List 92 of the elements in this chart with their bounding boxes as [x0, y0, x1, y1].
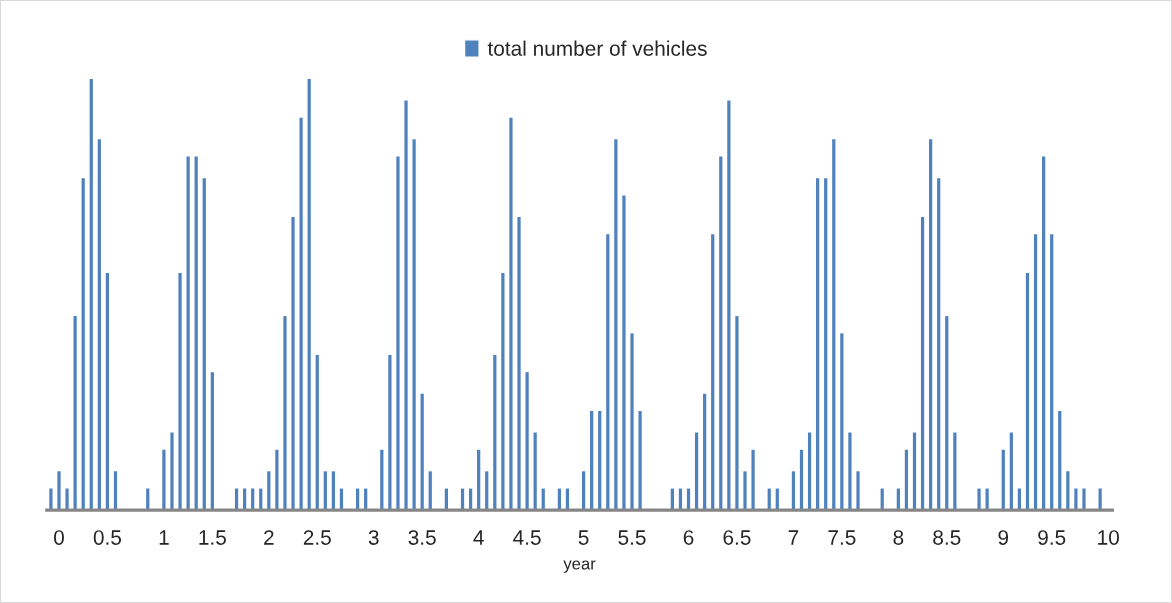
- x-tick-label: 5: [578, 530, 589, 545]
- x-tick-label: 3: [368, 530, 379, 545]
- bar: [840, 333, 844, 511]
- bar: [178, 273, 182, 511]
- bar: [630, 333, 634, 511]
- bar: [807, 432, 812, 511]
- x-tick-label: 10: [1098, 530, 1119, 545]
- bar: [598, 410, 602, 511]
- x-tick-label: 3.5: [408, 530, 436, 545]
- x-tick-label: 9.5: [1038, 530, 1066, 545]
- x-tick-label: 6.5: [723, 530, 751, 545]
- bar: [291, 216, 295, 511]
- bar: [977, 488, 981, 511]
- bar: [81, 178, 85, 511]
- x-tick-label: 1.5: [199, 530, 226, 545]
- bar: [49, 488, 53, 511]
- bar: [1050, 234, 1054, 511]
- bar: [283, 316, 287, 511]
- bar: [1058, 410, 1062, 511]
- bar: [929, 139, 933, 511]
- bar: [170, 432, 174, 511]
- bar: [105, 273, 110, 511]
- bar: [711, 234, 715, 511]
- bar: [202, 178, 206, 511]
- bar: [638, 410, 642, 511]
- bar: [396, 156, 400, 511]
- x-axis-title: year: [563, 560, 596, 573]
- bar: [57, 471, 61, 511]
- bar: [832, 139, 836, 511]
- bar: [735, 316, 739, 511]
- x-tick-label: 0: [54, 530, 64, 545]
- x-tick-label: 8: [893, 530, 904, 545]
- bar: [493, 354, 497, 511]
- bar: [719, 156, 723, 511]
- x-tick-label: 7: [788, 530, 799, 545]
- bar: [856, 471, 860, 511]
- x-tick-label: 1: [159, 530, 169, 545]
- bar: [299, 117, 303, 511]
- bar: [1033, 234, 1038, 511]
- bar: [824, 178, 828, 511]
- bar: [65, 488, 69, 511]
- bar: [525, 372, 529, 511]
- x-tick-label: 2.5: [303, 530, 331, 545]
- bar: [727, 100, 731, 511]
- bar: [388, 354, 392, 511]
- bar: [194, 156, 198, 511]
- bar: [162, 449, 166, 511]
- bar: [307, 78, 311, 511]
- bar: [412, 139, 416, 511]
- bar: [517, 216, 521, 511]
- x-tick-label: 6: [683, 530, 694, 545]
- bar: [420, 393, 424, 511]
- bar: [210, 372, 214, 511]
- bar: [606, 234, 610, 511]
- bar: [509, 117, 513, 511]
- bar: [186, 156, 190, 511]
- x-tick-label: 4.5: [513, 530, 541, 545]
- bar: [945, 316, 949, 511]
- bar: [751, 449, 755, 511]
- bar: [1042, 156, 1046, 511]
- bar: [937, 178, 941, 511]
- bar: [89, 78, 93, 511]
- bar: [614, 139, 618, 511]
- bar: [694, 432, 699, 511]
- bar: [703, 393, 707, 511]
- x-tick-label: 9: [998, 530, 1009, 545]
- bar: [590, 410, 594, 511]
- x-tick-label: 8.5: [933, 530, 961, 545]
- x-tick-label: 0.5: [93, 530, 122, 545]
- bar: [816, 178, 820, 511]
- bar: [1009, 432, 1013, 511]
- bar: [848, 432, 852, 511]
- bar: [501, 273, 505, 511]
- bar: [404, 100, 408, 511]
- bar: [315, 354, 319, 511]
- bar: [533, 432, 537, 511]
- bar: [1025, 273, 1030, 511]
- x-tick-label: 2: [264, 530, 274, 545]
- bar: [953, 432, 957, 511]
- x-tick-label: 7.5: [828, 530, 856, 545]
- bar: [1082, 488, 1086, 511]
- bar: [622, 195, 626, 511]
- bar: [97, 139, 101, 511]
- x-tick-label: 4: [473, 530, 484, 545]
- bar: [73, 316, 77, 511]
- bar: [743, 471, 747, 511]
- bar: [920, 216, 925, 511]
- x-tick-label: 5.5: [618, 530, 646, 545]
- bar: [912, 432, 917, 511]
- bar: [1074, 488, 1078, 511]
- legend-label: total number of vehicles: [487, 40, 707, 56]
- bar: [275, 449, 279, 511]
